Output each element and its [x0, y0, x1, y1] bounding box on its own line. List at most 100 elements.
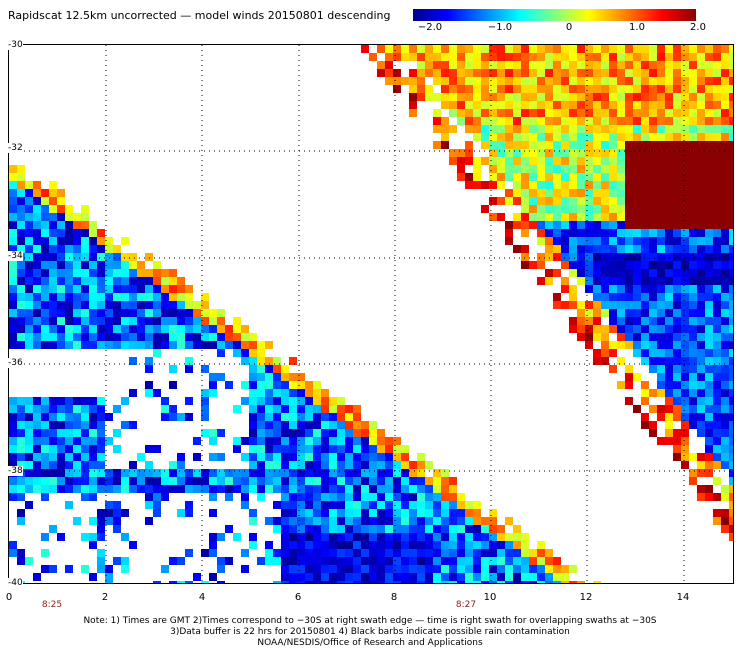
wind-cell: [593, 85, 601, 93]
wind-cell: [137, 325, 145, 333]
wind-cell: [89, 229, 97, 237]
wind-cell: [217, 325, 225, 333]
wind-cell: [689, 397, 697, 405]
wind-cell: [689, 45, 697, 53]
wind-cell: [289, 373, 297, 381]
wind-cell: [649, 141, 657, 149]
wind-cell: [33, 317, 41, 325]
wind-cell: [641, 93, 649, 101]
wind-cell: [265, 517, 273, 525]
wind-cell: [673, 333, 681, 341]
wind-cell: [281, 509, 289, 517]
wind-cell: [409, 525, 417, 533]
wind-cell: [561, 141, 569, 149]
wind-cell: [553, 133, 561, 141]
wind-cell: [681, 293, 689, 301]
wind-cell: [529, 197, 537, 205]
wind-cell: [625, 109, 633, 117]
wind-cell: [113, 405, 121, 413]
wind-cell: [17, 197, 25, 205]
wind-cell: [241, 333, 249, 341]
wind-cell: [313, 573, 321, 581]
wind-cell: [641, 277, 649, 285]
wind-cell: [649, 109, 657, 117]
wind-cell: [121, 477, 129, 485]
wind-cell: [641, 381, 649, 389]
wind-cell: [313, 509, 321, 517]
wind-cell: [545, 149, 553, 157]
wind-cell: [345, 517, 353, 525]
wind-cell: [73, 277, 81, 285]
wind-cell: [297, 549, 305, 557]
wind-cell: [161, 269, 169, 277]
wind-cell: [673, 301, 681, 309]
wind-cell: [169, 293, 177, 301]
wind-cell: [553, 557, 561, 565]
wind-cell: [281, 525, 289, 533]
wind-cell: [689, 117, 697, 125]
wind-cell: [177, 477, 185, 485]
wind-cell: [609, 221, 617, 229]
wind-cell: [673, 157, 681, 165]
wind-cell: [625, 69, 633, 77]
wind-cell: [561, 117, 569, 125]
wind-cell: [705, 245, 713, 253]
wind-cell: [401, 501, 409, 509]
wind-cell: [321, 445, 329, 453]
wind-cell: [249, 429, 257, 437]
wind-cell: [441, 93, 449, 101]
wind-cell: [105, 501, 113, 509]
wind-cell: [369, 573, 377, 581]
wind-cell: [569, 253, 577, 261]
wind-cell: [545, 549, 553, 557]
wind-cell: [721, 517, 729, 525]
wind-cell: [377, 429, 385, 437]
wind-cell: [649, 349, 657, 357]
wind-cell: [49, 485, 57, 493]
wind-cell: [625, 269, 633, 277]
wind-cell: [425, 533, 433, 541]
wind-cell: [681, 133, 689, 141]
wind-cell: [593, 293, 601, 301]
x-axis-label: 10: [483, 592, 497, 603]
wind-cell: [465, 541, 473, 549]
wind-cell: [489, 557, 497, 565]
wind-cell: [481, 541, 489, 549]
wind-cell: [17, 309, 25, 317]
wind-cell: [609, 101, 617, 109]
wind-cell: [633, 133, 641, 141]
wind-cell: [641, 165, 649, 173]
wind-cell: [681, 269, 689, 277]
wind-cell: [121, 261, 129, 269]
wind-cell: [105, 573, 113, 581]
wind-cell: [97, 317, 105, 325]
wind-cell: [337, 565, 345, 573]
wind-cell: [105, 341, 113, 349]
wind-cell: [689, 277, 697, 285]
wind-cell: [649, 405, 657, 413]
wind-cell: [513, 133, 521, 141]
wind-cell: [65, 269, 73, 277]
wind-cell: [625, 133, 633, 141]
wind-cell: [641, 61, 649, 69]
wind-cell: [49, 445, 57, 453]
wind-cell: [113, 245, 121, 253]
wind-cell: [289, 517, 297, 525]
wind-cell: [665, 365, 673, 373]
wind-cell: [601, 109, 609, 117]
wind-cell: [49, 341, 57, 349]
wind-cell: [401, 469, 409, 477]
wind-cell: [617, 61, 625, 69]
wind-cell: [17, 413, 25, 421]
wind-cell: [625, 229, 633, 237]
wind-cell: [521, 253, 529, 261]
wind-cell: [681, 213, 689, 221]
wind-cell: [681, 117, 689, 125]
wind-cell: [161, 309, 169, 317]
wind-cell: [289, 501, 297, 509]
wind-cell: [633, 349, 641, 357]
wind-cell: [657, 253, 665, 261]
wind-cell: [89, 469, 97, 477]
wind-cell: [673, 69, 681, 77]
wind-cell: [497, 69, 505, 77]
